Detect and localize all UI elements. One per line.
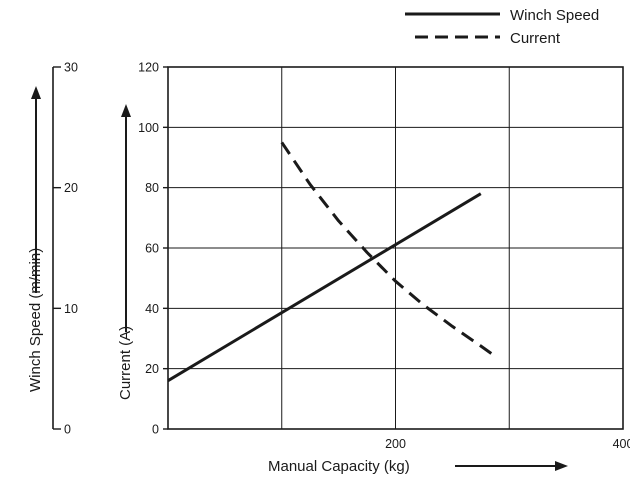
y2-tick-label: 20 — [64, 181, 78, 195]
y2-axis-label: Winch Speed (m/min) — [27, 248, 44, 392]
y-tick-label: 20 — [145, 362, 159, 376]
y2-tick-label: 30 — [64, 61, 78, 75]
y-tick-label: 40 — [145, 302, 159, 316]
y-tick-label: 0 — [152, 423, 159, 437]
x-tick-label: 200 — [385, 437, 406, 451]
y-axis: 0 20 40 60 80 100 120 — [138, 61, 168, 437]
y-tick-label: 120 — [138, 61, 159, 75]
y-tick-label: 80 — [145, 181, 159, 195]
y2-tick-label: 10 — [64, 302, 78, 316]
x-axis-label: Manual Capacity (kg) — [268, 458, 410, 475]
winch-speed-axis-arrow-head — [31, 86, 41, 99]
grid — [168, 67, 623, 429]
x-axis-arrow-head — [555, 461, 568, 471]
y-axis-label: Current (A) — [117, 326, 134, 400]
x-axis: 200 400 — [385, 437, 630, 451]
current-axis-arrow-head — [121, 104, 131, 117]
legend-current-label: Current — [510, 30, 561, 47]
series-winch-speed-line — [168, 194, 481, 381]
legend-winch-speed-label: Winch Speed — [510, 7, 599, 24]
y2-axis: 0 10 20 30 — [53, 61, 78, 437]
y2-tick-label: 0 — [64, 423, 71, 437]
x-tick-label: 400 — [613, 437, 630, 451]
y-tick-label: 100 — [138, 121, 159, 135]
legend: Winch Speed Current — [405, 7, 599, 47]
series-group — [168, 142, 496, 380]
y-tick-label: 60 — [145, 242, 159, 256]
